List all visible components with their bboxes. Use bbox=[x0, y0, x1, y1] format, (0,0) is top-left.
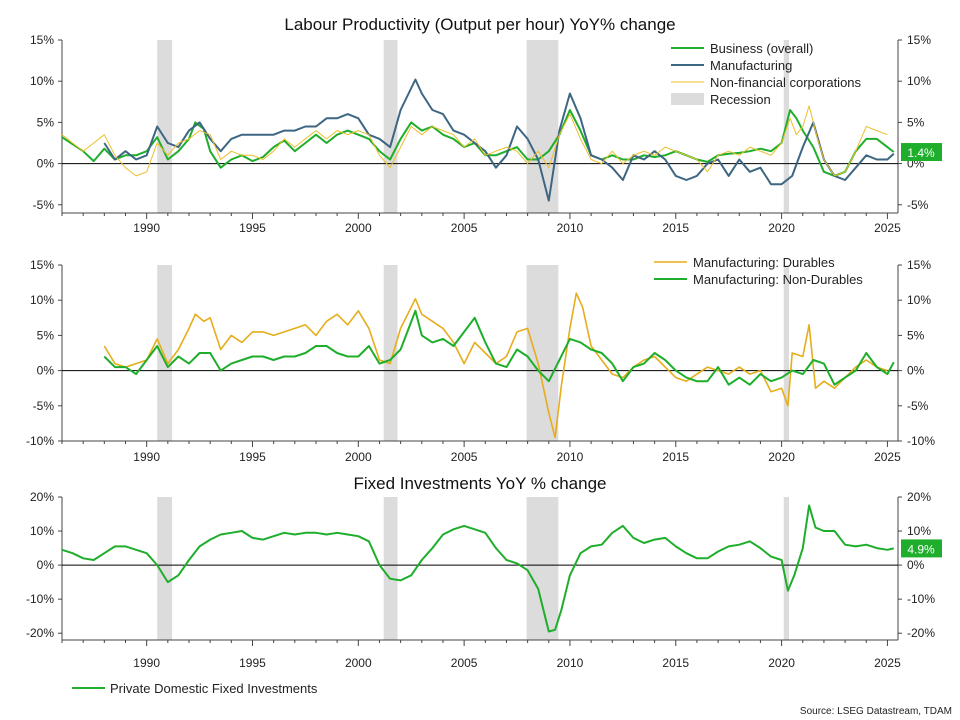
x-tick-label: 1990 bbox=[133, 450, 160, 464]
recession-band bbox=[383, 265, 398, 441]
last-value-badge bbox=[901, 143, 942, 162]
y-tick-label-left: 0% bbox=[37, 364, 55, 378]
y-tick-label-right: 20% bbox=[907, 490, 931, 504]
legend-label: Non-financial corporations bbox=[710, 75, 862, 90]
legend-label: Manufacturing: Non-Durables bbox=[693, 272, 863, 287]
x-tick-label: 1995 bbox=[239, 221, 266, 235]
x-tick-label: 2005 bbox=[451, 450, 478, 464]
y-tick-label-left: -10% bbox=[26, 592, 54, 606]
y-tick-label-left: -10% bbox=[26, 434, 54, 448]
legend-label: Manufacturing bbox=[710, 58, 792, 73]
x-tick-label: 2000 bbox=[345, 221, 372, 235]
y-tick-label-right: -10% bbox=[907, 434, 935, 448]
y-tick-label-right: -10% bbox=[907, 592, 935, 606]
y-tick-label-right: -20% bbox=[907, 626, 935, 640]
x-tick-label: 2015 bbox=[662, 656, 689, 670]
legend-label: Recession bbox=[710, 92, 771, 107]
y-tick-label-right: 5% bbox=[907, 328, 925, 342]
series-line-2-2 bbox=[103, 309, 895, 386]
x-tick-label: 2025 bbox=[874, 656, 901, 670]
legend-swatch-recession bbox=[671, 93, 704, 105]
y-tick-label-left: 15% bbox=[30, 33, 54, 47]
y-tick-label-right: 5% bbox=[907, 115, 925, 129]
x-tick-label: 2015 bbox=[662, 450, 689, 464]
legend-label: Private Domestic Fixed Investments bbox=[110, 681, 318, 696]
y-tick-label-left: -5% bbox=[33, 399, 55, 413]
x-tick-label: 2010 bbox=[557, 221, 584, 235]
legend-label: Manufacturing: Durables bbox=[693, 255, 835, 270]
y-tick-label-left: 10% bbox=[30, 293, 54, 307]
recession-band bbox=[157, 40, 173, 213]
panel-2: -10% -10% -5% -5% 0% 0% 5% 5% 10% 10% 15% 15% 1990 19… bbox=[26, 255, 935, 464]
x-tick-label: 2010 bbox=[557, 656, 584, 670]
source-note: Source: LSEG Datastream, TDAM bbox=[800, 706, 952, 717]
y-tick-label-right: 10% bbox=[907, 524, 931, 538]
x-tick-label: 2020 bbox=[768, 450, 795, 464]
y-tick-label-right: 0% bbox=[907, 364, 925, 378]
y-tick-label-right: 10% bbox=[907, 74, 931, 88]
x-tick-label: 2005 bbox=[451, 656, 478, 670]
x-tick-label: 2015 bbox=[662, 221, 689, 235]
y-tick-label-right: -5% bbox=[907, 198, 929, 212]
y-tick-label-left: -5% bbox=[33, 198, 55, 212]
panel-3: Fixed Investments YoY % change -20% -20% -1… bbox=[26, 474, 942, 696]
x-tick-label: 1995 bbox=[239, 656, 266, 670]
recession-band bbox=[157, 265, 173, 441]
x-tick-label: 2005 bbox=[451, 221, 478, 235]
y-tick-label-left: 20% bbox=[30, 490, 54, 504]
chart-title-1: Labour Productivity (Output per hour) Yo… bbox=[284, 15, 675, 34]
x-tick-label: 2025 bbox=[874, 450, 901, 464]
x-tick-label: 2020 bbox=[768, 221, 795, 235]
recession-band bbox=[526, 265, 559, 441]
y-tick-label-right: -5% bbox=[907, 399, 929, 413]
x-tick-label: 1990 bbox=[133, 221, 160, 235]
panel-1: Labour Productivity (Output per hour) Yo… bbox=[30, 15, 942, 235]
y-tick-label-left: 5% bbox=[37, 115, 55, 129]
last-value-label: 4.9% bbox=[907, 542, 935, 556]
y-tick-label-left: 0% bbox=[37, 558, 55, 572]
series-line-2-1 bbox=[103, 292, 888, 439]
recession-band bbox=[157, 497, 173, 640]
recession-band bbox=[526, 497, 559, 640]
chart-title-3: Fixed Investments YoY % change bbox=[354, 474, 607, 493]
x-tick-label: 2000 bbox=[345, 656, 372, 670]
recession-band bbox=[783, 497, 790, 640]
recession-band bbox=[783, 265, 790, 441]
series-line-3-1 bbox=[61, 504, 895, 633]
y-tick-label-left: 5% bbox=[37, 328, 55, 342]
x-tick-label: 2010 bbox=[557, 450, 584, 464]
x-tick-label: 1995 bbox=[239, 450, 266, 464]
x-tick-label: 2025 bbox=[874, 221, 901, 235]
legend-label: Business (overall) bbox=[710, 41, 813, 56]
recession-band bbox=[383, 497, 398, 640]
y-tick-label-left: 10% bbox=[30, 74, 54, 88]
y-tick-label-left: 10% bbox=[30, 524, 54, 538]
y-tick-label-left: 0% bbox=[37, 157, 55, 171]
y-tick-label-right: 15% bbox=[907, 33, 931, 47]
last-value-badge bbox=[901, 539, 942, 558]
x-tick-label: 2000 bbox=[345, 450, 372, 464]
recession-band bbox=[526, 40, 559, 213]
last-value-label: 1.4% bbox=[907, 146, 935, 160]
series-line-1-2 bbox=[103, 78, 895, 202]
y-tick-label-left: -20% bbox=[26, 626, 54, 640]
recession-band bbox=[383, 40, 398, 213]
y-tick-label-left: 15% bbox=[30, 258, 54, 272]
y-tick-label-right: 0% bbox=[907, 558, 925, 572]
y-tick-label-right: 10% bbox=[907, 293, 931, 307]
series-line-1-3 bbox=[61, 105, 888, 177]
x-tick-label: 2020 bbox=[768, 656, 795, 670]
x-tick-label: 1990 bbox=[133, 656, 160, 670]
y-tick-label-right: 15% bbox=[907, 258, 931, 272]
